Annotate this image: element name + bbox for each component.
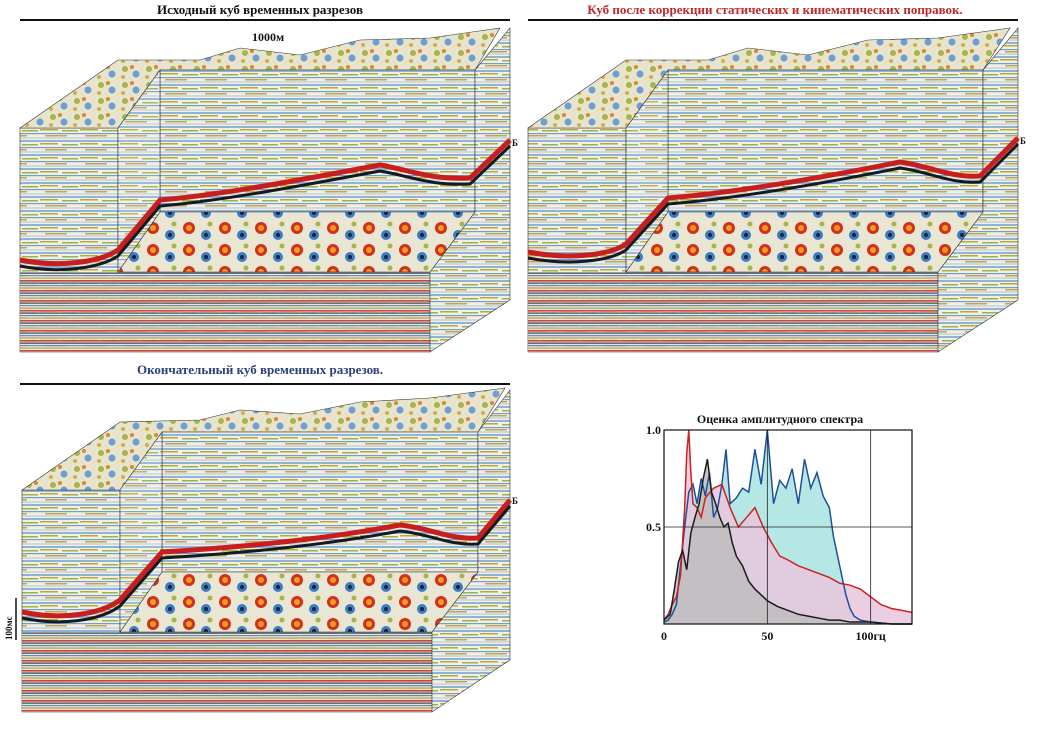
horizon-b: [527, 136, 1020, 259]
horizon-b-trough: [527, 142, 1020, 264]
cube-time-slice: [625, 211, 984, 273]
series-line-1: [663, 429, 913, 621]
x-tick-label: 100гц: [855, 629, 885, 643]
cube-deep-section: [20, 272, 430, 352]
amplitude-spectrum-chart: Оценка амплитудного спектра 0 50 100гц 0.5 1…: [640, 408, 930, 648]
cube-back-wall: [159, 69, 476, 213]
horizon-b-trough: [19, 144, 512, 272]
seismic-cube-original: 1000м Б: [19, 19, 518, 353]
cube-inner-wall: [117, 69, 161, 273]
x-tick-label: 0: [661, 629, 667, 643]
horizon-b-trough: [21, 505, 512, 624]
cube-inner-wall: [625, 69, 669, 273]
cube-deep-section: [22, 632, 432, 712]
series-line-2: [663, 429, 912, 625]
spectrum-svg: Оценка амплитудного спектра 0 50 100гц 0.5 1…: [646, 412, 913, 643]
series-fill-0: [664, 459, 912, 624]
time-scale-label: 100мс: [4, 616, 14, 640]
seismic-cube-final: Б 100мс: [4, 383, 518, 713]
horizon-b: [19, 138, 512, 267]
cube-time-slice: [117, 211, 476, 273]
horizon-label: Б: [512, 138, 518, 148]
horizon-b: [21, 498, 512, 619]
panel-title-original: Исходный куб временных разрезов: [156, 2, 363, 17]
chart-title: Оценка амплитудного спектра: [697, 412, 863, 426]
panel-title-final: Окончательный куб временных разрезов.: [136, 362, 384, 377]
cube-deep-section: [528, 272, 938, 352]
plot-area: 0 50 100гц 0.5 1.0: [646, 423, 913, 643]
cube-time-slice: [119, 571, 479, 633]
series-line-0: [663, 458, 912, 625]
scale-bar-label: 1000м: [252, 30, 284, 44]
horizon-label: Б: [1020, 136, 1026, 146]
panel-title-corrected: Куб после коррекции статических и кинема…: [587, 2, 963, 17]
plot-frame: [663, 429, 913, 625]
y-tick-label: 0.5: [646, 520, 661, 534]
y-tick-label: 1.0: [646, 423, 661, 437]
seismic-cube-corrected: Б: [527, 19, 1026, 353]
x-tick-label: 50: [761, 629, 773, 643]
cube-inner-wall: [119, 431, 163, 633]
horizon-label: Б: [512, 496, 518, 506]
